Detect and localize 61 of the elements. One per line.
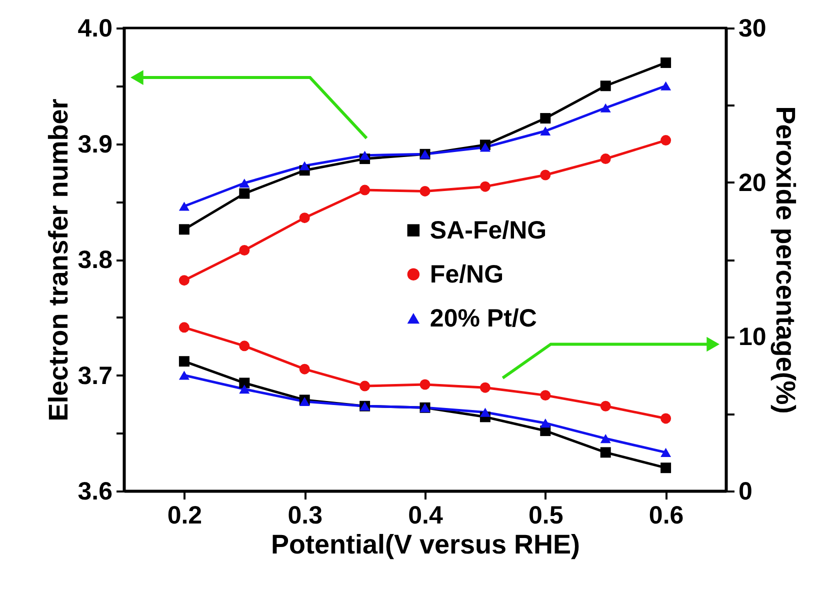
y-tick-label: 3.6 (78, 478, 112, 506)
point (600, 103, 611, 112)
point (239, 378, 250, 388)
y2-axis-title: Peroxide percentage(%) (770, 106, 800, 414)
point (540, 113, 551, 124)
y-tick-label: 3.9 (78, 130, 112, 158)
y-tick-label: 3.7 (78, 362, 112, 390)
x-tick-label: 0.5 (528, 502, 564, 530)
point (600, 80, 611, 92)
point (360, 150, 370, 160)
point (540, 390, 551, 401)
x-tick-label: 0.3 (288, 502, 322, 530)
x-tick-label: 0.4 (408, 502, 443, 530)
legend-label: Fe/NG (430, 260, 504, 288)
y-tick-label: 4.0 (78, 14, 112, 42)
y-axis-title: Electron transfer number (44, 98, 74, 422)
point (178, 202, 190, 211)
x-axis-title: Potential(V versus RHE) (270, 530, 580, 560)
point (540, 418, 551, 428)
point (178, 356, 190, 367)
point (178, 370, 190, 380)
point (178, 224, 190, 235)
y-tick-label: 3.8 (78, 246, 113, 274)
point (660, 448, 672, 457)
point (600, 434, 611, 444)
point (600, 447, 611, 458)
point (299, 364, 310, 374)
legend-label: SA-Fe/NG (430, 216, 547, 244)
point (420, 186, 430, 196)
point (239, 245, 250, 256)
point (600, 400, 611, 412)
point (480, 408, 490, 417)
point (660, 413, 672, 424)
point (660, 81, 672, 90)
y2-tick-label: 10 (738, 323, 766, 352)
point (480, 181, 490, 192)
point (239, 340, 250, 352)
point (660, 57, 672, 68)
point (360, 380, 370, 392)
point (660, 135, 672, 146)
x-tick-label: 0.2 (167, 502, 202, 530)
point (239, 188, 250, 199)
point (178, 322, 190, 333)
point (480, 142, 490, 152)
point (239, 178, 250, 188)
point (299, 161, 310, 170)
y2-tick-label: 20 (738, 168, 766, 197)
point (540, 126, 551, 136)
point (480, 382, 490, 393)
point (660, 462, 672, 474)
point (178, 275, 190, 286)
point (540, 170, 551, 180)
y2-tick-label: 0 (738, 478, 752, 506)
point (600, 154, 611, 164)
point (299, 212, 310, 224)
point (420, 379, 430, 390)
legend-label: 20% Pt/C (430, 304, 537, 332)
point (360, 184, 370, 196)
x-tick-label: 0.6 (648, 502, 684, 530)
point (239, 384, 250, 394)
y2-tick-label: 30 (738, 14, 766, 42)
